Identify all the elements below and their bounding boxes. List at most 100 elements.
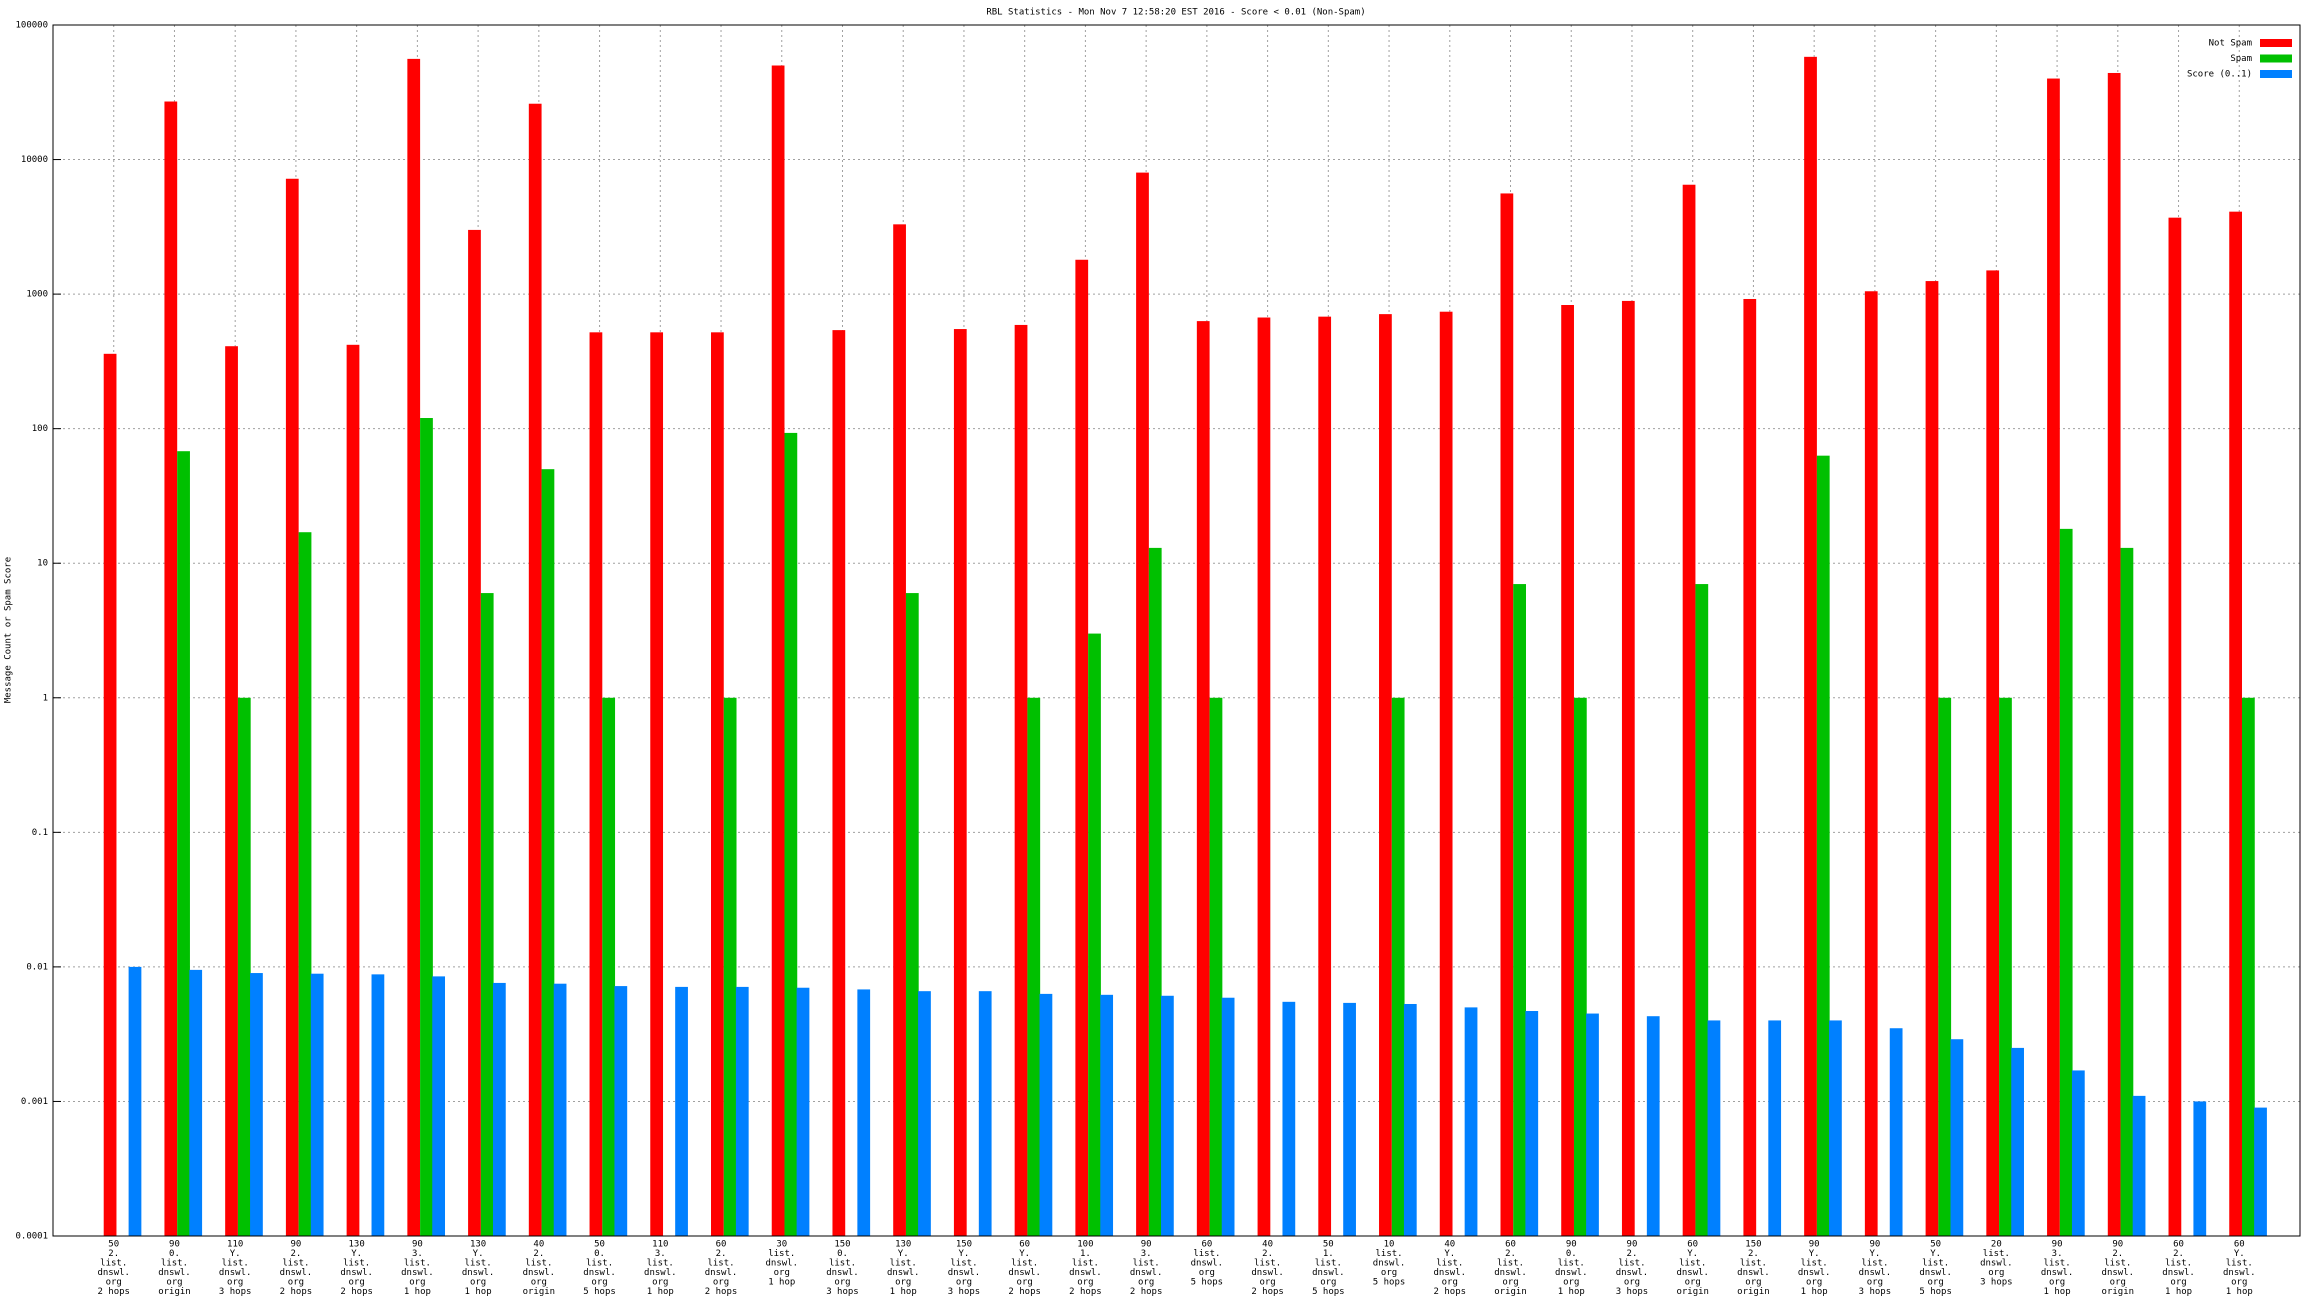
- bar: [177, 451, 190, 1237]
- x-tick-label: 3.: [2052, 1249, 2063, 1259]
- x-tick-label: org: [1502, 1278, 1518, 1288]
- bar: [432, 976, 446, 1236]
- x-tick-label: dnswl.: [948, 1268, 981, 1278]
- y-tick-label: 10: [37, 559, 48, 569]
- x-tick-label: 5 hops: [1373, 1278, 1406, 1288]
- bar: [371, 974, 385, 1236]
- x-tick-label: 40: [1262, 1240, 1273, 1250]
- x-tick-label: list.: [282, 1259, 309, 1269]
- x-tick-label: 50: [1930, 1240, 1941, 1250]
- bar: [1209, 697, 1223, 1236]
- x-tick-label: Y.: [898, 1249, 909, 1259]
- bar: [1938, 697, 1952, 1236]
- x-tick-label: 1 hop: [465, 1287, 492, 1296]
- x-tick-label: list.: [1193, 1249, 1220, 1259]
- x-tick-label: 110: [652, 1240, 668, 1250]
- bar: [614, 986, 628, 1236]
- x-tick-label: origin: [158, 1287, 191, 1296]
- legend-label: Not Spam: [2209, 39, 2252, 49]
- x-tick-label: Y.: [351, 1249, 362, 1259]
- y-tick-label: 1: [43, 693, 48, 703]
- x-tick-label: origin: [1494, 1287, 1527, 1296]
- x-tick-label: 2 hops: [1434, 1287, 1467, 1296]
- x-tick-label: org: [166, 1278, 182, 1288]
- x-tick-label: org: [409, 1278, 425, 1288]
- bar: [1743, 298, 1757, 1237]
- bar: [1136, 172, 1149, 1236]
- bar: [1075, 259, 1089, 1236]
- x-tick-label: org: [1685, 1278, 1701, 1288]
- x-tick-label: list.: [829, 1259, 856, 1269]
- x-tick-label: 40: [533, 1240, 544, 1250]
- x-tick-label: list.: [707, 1259, 734, 1269]
- x-tick-label: 110: [227, 1240, 243, 1250]
- bar: [1439, 311, 1453, 1237]
- bar: [905, 593, 919, 1236]
- x-tick-label: list.: [100, 1259, 127, 1269]
- x-tick-label: 1.: [1080, 1249, 1091, 1259]
- x-tick-label: dnswl.: [1312, 1268, 1345, 1278]
- x-tick-label: 60: [2234, 1240, 2245, 1250]
- x-tick-label: org: [1988, 1268, 2004, 1278]
- x-tick-label: 1.: [1323, 1249, 1334, 1259]
- bar: [1707, 1020, 1721, 1236]
- y-tick-label: 0.01: [26, 962, 48, 972]
- x-tick-label: dnswl.: [280, 1268, 313, 1278]
- x-tick-label: 2.: [1505, 1249, 1516, 1259]
- bar: [1950, 1039, 1964, 1236]
- x-tick-label: 2.: [2112, 1249, 2123, 1259]
- bar: [468, 229, 481, 1236]
- x-tick-label: 0.: [1566, 1249, 1577, 1259]
- bar: [918, 991, 931, 1236]
- x-tick-label: org: [713, 1278, 729, 1288]
- x-tick-label: dnswl.: [826, 1268, 859, 1278]
- x-tick-label: 2 hops: [1130, 1287, 1163, 1296]
- bar: [285, 178, 299, 1237]
- x-tick-label: list.: [1558, 1259, 1585, 1269]
- x-tick-label: list.: [525, 1259, 552, 1269]
- x-tick-label: 0.: [594, 1249, 605, 1259]
- x-tick-label: 90: [169, 1240, 180, 1250]
- y-tick-label: 0.0001: [15, 1232, 48, 1242]
- x-tick-label: 2.: [533, 1249, 544, 1259]
- x-tick-label: 60: [716, 1240, 727, 1250]
- bar: [2254, 1107, 2267, 1236]
- x-tick-label: 1 hop: [404, 1287, 431, 1296]
- x-tick-label: 2 hops: [97, 1287, 130, 1296]
- x-tick-label: 130: [349, 1240, 365, 1250]
- x-tick-label: 20: [1991, 1240, 2002, 1250]
- x-tick-label: list.: [1922, 1259, 1949, 1269]
- bar: [164, 101, 178, 1236]
- x-tick-label: dnswl.: [401, 1268, 434, 1278]
- x-tick-label: list.: [222, 1259, 249, 1269]
- x-tick-label: 2.: [1262, 1249, 1273, 1259]
- x-tick-label: 60: [1505, 1240, 1516, 1250]
- x-tick-label: origin: [1737, 1287, 1770, 1296]
- bar: [978, 991, 992, 1236]
- x-tick-label: 30: [776, 1240, 787, 1250]
- legend-swatch: [2260, 54, 2292, 63]
- x-tick-label: list.: [1376, 1249, 1403, 1259]
- x-tick-label: 3 hops: [826, 1287, 859, 1296]
- x-tick-label: list.: [404, 1259, 431, 1269]
- x-tick-label: org: [1442, 1278, 1458, 1288]
- x-tick-label: dnswl.: [765, 1259, 798, 1269]
- x-tick-label: list.: [2165, 1259, 2192, 1269]
- x-tick-label: list.: [161, 1259, 188, 1269]
- x-tick-label: dnswl.: [340, 1268, 373, 1278]
- x-tick-label: Y.: [473, 1249, 484, 1259]
- x-tick-label: 90: [2112, 1240, 2123, 1250]
- chart-title: RBL Statistics - Mon Nov 7 12:58:20 EST …: [986, 8, 1365, 18]
- x-tick-label: list.: [343, 1259, 370, 1269]
- bar: [1027, 697, 1041, 1236]
- x-tick-label: dnswl.: [1980, 1259, 2013, 1269]
- x-tick-label: 5 hops: [1919, 1287, 1952, 1296]
- x-tick-label: 2 hops: [1251, 1287, 1284, 1296]
- x-tick-label: list.: [1983, 1249, 2010, 1259]
- x-tick-label: dnswl.: [644, 1268, 677, 1278]
- bar: [771, 65, 785, 1237]
- bar: [346, 344, 360, 1236]
- bar: [2242, 697, 2255, 1236]
- x-tick-label: 100: [1077, 1240, 1093, 1250]
- x-tick-label: list.: [1679, 1259, 1706, 1269]
